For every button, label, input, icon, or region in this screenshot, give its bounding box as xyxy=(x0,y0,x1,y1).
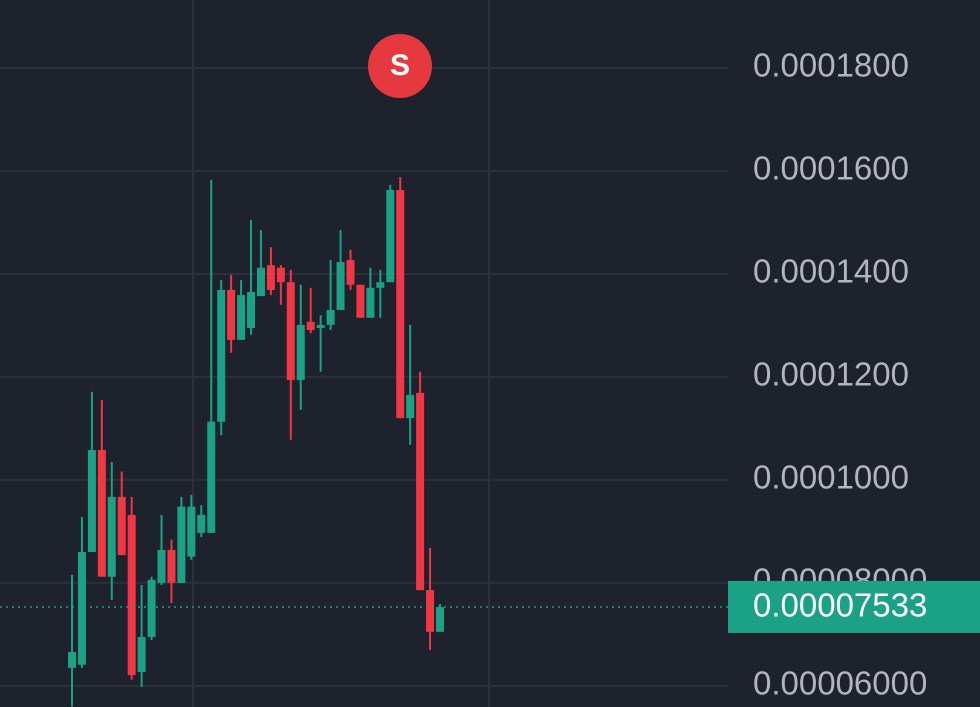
candle-body xyxy=(346,260,355,285)
candle-body xyxy=(157,549,166,583)
candle-body xyxy=(247,291,256,329)
candle-body xyxy=(68,651,76,668)
candle-body xyxy=(366,287,375,318)
y-tick-label: 0.0001600 xyxy=(753,150,909,187)
y-tick-label: 0.00006000 xyxy=(753,665,927,702)
candle-body xyxy=(147,579,156,637)
candle-body xyxy=(376,282,385,288)
candle-body xyxy=(336,262,345,310)
candle-body xyxy=(237,295,246,340)
candle-body xyxy=(416,392,425,591)
candle-body xyxy=(436,607,444,632)
candle-body xyxy=(426,590,435,632)
candle-body xyxy=(386,190,395,283)
candle-body xyxy=(296,324,305,381)
candle-body xyxy=(127,514,136,676)
candle-body xyxy=(256,267,265,297)
candle-body xyxy=(276,267,285,283)
candle-body xyxy=(406,394,415,419)
candle-body xyxy=(207,421,216,533)
candle-body xyxy=(227,289,236,340)
candle-body xyxy=(326,309,335,325)
candle-body xyxy=(167,549,176,583)
candle-body xyxy=(197,514,206,533)
y-tick-label: 0.0001200 xyxy=(753,356,909,393)
current-price-label: 0.00007533 xyxy=(753,587,927,624)
candle-body xyxy=(177,506,186,583)
current-price-box xyxy=(728,580,980,633)
signal-marker xyxy=(368,34,432,98)
candle-body xyxy=(396,190,405,419)
candle-body xyxy=(107,496,116,577)
candle-body xyxy=(266,265,275,290)
candle-body xyxy=(117,496,126,556)
y-tick-label: 0.0001400 xyxy=(753,253,909,290)
candle-body xyxy=(356,284,365,318)
candle-body xyxy=(187,506,196,557)
candle-body xyxy=(77,552,86,665)
candle-body xyxy=(217,289,226,422)
candle-body xyxy=(286,282,295,381)
candle-body xyxy=(87,450,96,553)
candle-body xyxy=(316,324,325,329)
signal-label: S xyxy=(390,49,410,82)
y-axis: 0.000060000.000080000.00010000.00012000.… xyxy=(753,47,927,702)
y-tick-label: 0.0001000 xyxy=(753,459,909,496)
y-tick-label: 0.0001800 xyxy=(753,47,909,84)
grid xyxy=(0,66,728,687)
current-price: 0.00007533 xyxy=(0,580,980,633)
candle-body xyxy=(97,450,106,577)
candles xyxy=(68,177,444,707)
candle-body xyxy=(137,636,146,672)
candle-body xyxy=(306,321,315,331)
